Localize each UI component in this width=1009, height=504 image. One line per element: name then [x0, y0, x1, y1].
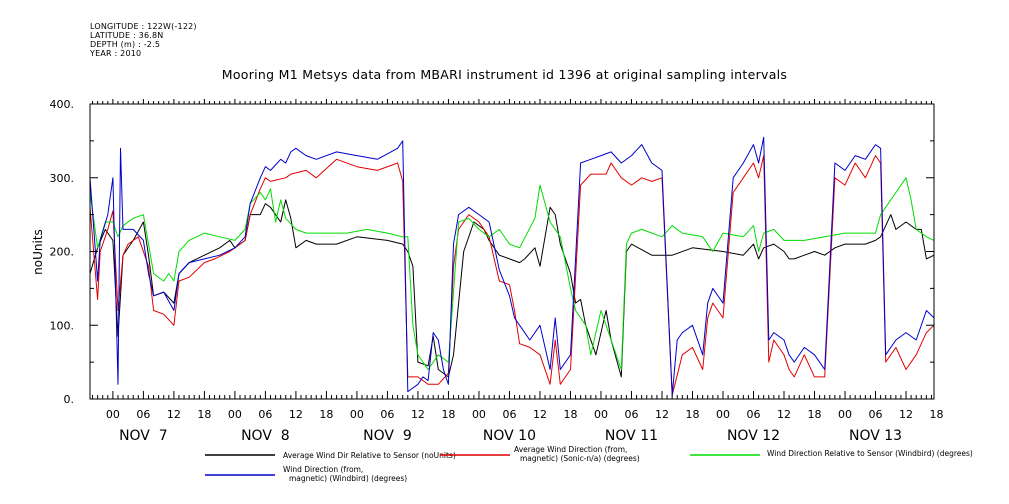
series-line-2	[89, 155, 935, 396]
x-day-label: NOV 10	[483, 428, 536, 444]
y-tick-label: 0.	[64, 393, 75, 406]
x-hour-label: 00	[594, 408, 608, 421]
x-hour-label: 00	[838, 408, 852, 421]
legend-label-3: Wind Direction Relative to Sensor (Windb…	[767, 449, 973, 458]
x-hour-label: 12	[167, 408, 181, 421]
y-tick-label: 400.	[50, 98, 75, 111]
x-hour-label: 18	[197, 408, 211, 421]
x-hour-label: 18	[930, 408, 944, 421]
x-day-label: NOV 7	[119, 428, 168, 444]
legend-label-1: Average Wind Dir Relative to Sensor (noU…	[283, 451, 456, 460]
x-day-label: NOV 12	[727, 428, 780, 444]
longitude-label: LONGITUDE : 122W(-122)	[90, 22, 197, 31]
x-hour-label: 18	[319, 408, 333, 421]
legend-label-2: Average Wind Direction (from, magnetic) (…	[514, 445, 640, 463]
x-hour-label: 18	[685, 408, 699, 421]
x-day-label: NOV 11	[605, 428, 658, 444]
depth-label: DEPTH (m) : -2.5	[90, 40, 161, 49]
x-hour-label: 06	[380, 408, 394, 421]
y-tick-label: 100.	[50, 319, 75, 332]
x-hour-label: 00	[350, 408, 364, 421]
x-hour-label: 12	[289, 408, 303, 421]
x-hour-label: 18	[808, 408, 822, 421]
plot-frame	[89, 103, 935, 400]
x-hour-label: 06	[136, 408, 150, 421]
series-line-3	[89, 177, 935, 370]
x-hour-label: 12	[411, 408, 425, 421]
year-label: YEAR : 2010	[90, 49, 142, 58]
legend-label-4: Wind Direction (from, magnetic) (Windbird…	[283, 465, 407, 483]
y-tick-label: 300.	[50, 172, 75, 185]
x-hour-label: 00	[106, 408, 120, 421]
series-line-1	[89, 199, 935, 378]
x-day-label: NOV 13	[849, 428, 902, 444]
x-hour-label: 06	[869, 408, 883, 421]
x-day-label: NOV 9	[363, 428, 412, 444]
x-day-label: NOV 8	[241, 428, 290, 444]
x-hour-label: 00	[472, 408, 486, 421]
x-hour-label: 18	[563, 408, 577, 421]
y-axis-label: noUnits	[31, 229, 45, 275]
x-hour-label: 18	[441, 408, 455, 421]
x-hour-label: 06	[502, 408, 516, 421]
x-hour-label: 12	[655, 408, 669, 421]
x-hour-label: 00	[716, 408, 730, 421]
x-hour-label: 06	[747, 408, 761, 421]
x-hour-label: 06	[258, 408, 272, 421]
latitude-label: LATITUDE : 36.8N	[90, 31, 164, 40]
x-hour-label: 12	[777, 408, 791, 421]
chart-title: Mooring M1 Metsys data from MBARI instru…	[221, 67, 788, 82]
x-hour-label: 12	[533, 408, 547, 421]
x-hour-label: 00	[228, 408, 242, 421]
y-tick-label: 200.	[50, 246, 75, 259]
series-line-4	[89, 136, 935, 396]
x-hour-label: 12	[899, 408, 913, 421]
x-hour-label: 06	[624, 408, 638, 421]
